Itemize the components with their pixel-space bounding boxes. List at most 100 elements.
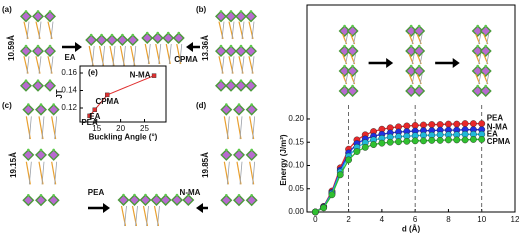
- organic-chain: [486, 53, 490, 65]
- data-point: [370, 141, 377, 148]
- halide: [237, 148, 241, 152]
- x-tick-label: 20: [116, 124, 125, 133]
- point-label: EA: [89, 112, 100, 121]
- halide: [24, 79, 28, 83]
- octahedron: [479, 85, 492, 97]
- octahedron: [245, 194, 258, 207]
- ligand-label: EA: [64, 53, 75, 62]
- halide: [225, 148, 228, 152]
- octahedron: [215, 45, 227, 58]
- octahedron: [405, 45, 418, 57]
- spacing-label: 13.36Å: [201, 35, 210, 61]
- octahedron: [220, 148, 233, 161]
- organic-chain: [168, 43, 172, 65]
- organic-chain: [251, 56, 255, 74]
- octahedron: [338, 85, 351, 97]
- ligand-label: PEA: [88, 188, 105, 197]
- organic-chain: [158, 43, 162, 65]
- panel-label: (e): [88, 68, 98, 77]
- organic-chain: [239, 161, 243, 185]
- octahedron: [159, 194, 172, 206]
- point-label: N-MA: [130, 71, 151, 80]
- organic-chain: [241, 56, 245, 74]
- y-tick-label: 0.14: [61, 86, 77, 95]
- octahedron: [346, 45, 359, 57]
- y-tick-label: 0.16: [61, 68, 77, 77]
- data-point: [320, 204, 328, 212]
- organic-chain: [135, 205, 138, 227]
- halide: [417, 44, 421, 48]
- halide: [175, 193, 179, 197]
- octahedron: [182, 194, 195, 206]
- halide: [219, 44, 223, 48]
- organic-chain: [353, 73, 356, 85]
- halide: [484, 24, 488, 28]
- halide: [133, 193, 136, 197]
- octahedron: [44, 79, 56, 92]
- organic-chain: [50, 56, 54, 74]
- legend-label: CPMA: [487, 137, 511, 146]
- octahedron: [245, 79, 257, 92]
- organic-chain: [54, 161, 58, 185]
- arrow-head: [386, 58, 394, 68]
- octahedron: [171, 194, 183, 206]
- data-point: [378, 139, 386, 147]
- y-tick-label: 0.05: [288, 184, 304, 193]
- halide: [144, 193, 147, 197]
- halide: [156, 31, 160, 35]
- halide: [229, 10, 233, 13]
- halide: [484, 64, 488, 68]
- organic-chain: [419, 73, 423, 85]
- octahedron: [245, 103, 258, 116]
- halide: [239, 79, 243, 83]
- organic-chain: [419, 33, 423, 45]
- octahedron: [126, 34, 139, 46]
- octahedron: [95, 34, 108, 46]
- organic-chain: [419, 53, 423, 65]
- halide: [409, 84, 413, 88]
- octahedron: [106, 34, 118, 46]
- organic-chain: [41, 116, 45, 140]
- organic-chain: [179, 43, 183, 65]
- octahedron: [215, 10, 227, 23]
- organic-chain: [478, 53, 482, 65]
- halide: [351, 44, 354, 48]
- octahedron: [245, 45, 257, 58]
- organic-chain: [123, 45, 126, 67]
- organic-chain: [486, 33, 490, 45]
- organic-chain: [411, 53, 415, 65]
- organic-chain: [54, 116, 58, 140]
- octahedron: [413, 65, 426, 77]
- octahedron: [35, 194, 47, 207]
- octahedron: [35, 148, 47, 161]
- halide: [343, 84, 346, 88]
- halide: [24, 44, 28, 48]
- octahedron: [47, 148, 60, 161]
- x-tick-label: 2: [346, 215, 351, 224]
- halide: [237, 103, 241, 106]
- octahedron: [225, 79, 237, 92]
- organic-chain: [241, 21, 245, 39]
- y-axis-label: JT: [55, 89, 64, 98]
- x-tick-label: 10: [477, 215, 486, 224]
- halide: [409, 64, 413, 68]
- halide: [36, 44, 40, 48]
- organic-chain: [124, 205, 127, 227]
- organic-chain: [146, 205, 149, 227]
- octahedron: [346, 85, 359, 97]
- halide: [343, 44, 346, 48]
- octahedron: [413, 25, 426, 37]
- halide: [225, 193, 228, 197]
- octahedron: [235, 10, 247, 23]
- halide: [166, 31, 170, 35]
- halide: [48, 44, 52, 48]
- octahedron: [405, 65, 418, 77]
- octahedron: [44, 45, 56, 58]
- octahedron: [22, 103, 35, 116]
- halide: [409, 44, 413, 48]
- halide: [131, 33, 135, 37]
- octahedron: [346, 25, 359, 37]
- charts: 0 2 4 6 8 10 12 0.00 0.05 0.10 0.15 0.20 d (Å) Energy…: [55, 4, 520, 234]
- halide: [484, 44, 488, 48]
- halide: [122, 193, 125, 197]
